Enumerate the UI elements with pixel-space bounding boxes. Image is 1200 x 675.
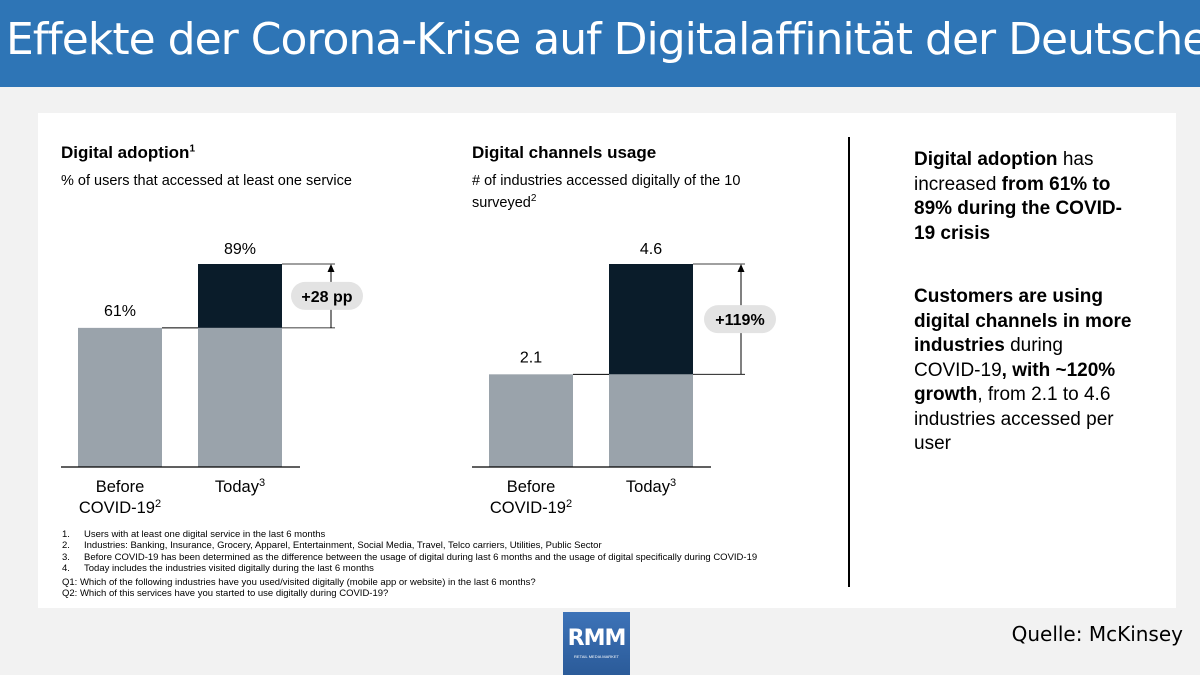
bar-today-increase: [609, 264, 693, 375]
delta-arrowhead: [327, 264, 335, 272]
footnote-text: Industries: Banking, Insurance, Grocery,…: [84, 540, 602, 552]
delta-pill: [704, 305, 776, 334]
footnote: 4. Today includes the industries visited …: [62, 563, 757, 574]
right-chart-subtitle-line2-wrap: surveyed2: [472, 190, 740, 212]
left-chart-title-sup: 1: [189, 143, 195, 155]
footnote-number: 4.: [62, 562, 70, 574]
left-chart-title-text: Digital adoption: [61, 143, 190, 162]
category-label: COVID-192: [79, 498, 161, 517]
survey-question: Q1: Which of the following industries ha…: [62, 577, 536, 589]
delta-pill: [291, 281, 363, 310]
category-sup: 2: [566, 498, 572, 510]
right-chart-subtitle-line1: # of industries accessed digitally of th…: [472, 173, 741, 189]
footnote: 1. Users with at least one digital servic…: [62, 529, 757, 540]
title-banner: Effekte der Corona-Krise auf Digitalaffi…: [0, 0, 1200, 87]
insight2-text1: during COVID-19: [914, 335, 1063, 381]
value-label: 2.1: [520, 349, 542, 366]
source-label: Quelle: McKinsey: [1011, 622, 1183, 646]
value-label: 61%: [104, 303, 136, 320]
footnote-number: 3.: [62, 551, 70, 563]
insight2-text2: , from 2.1 to 4.6 industries accessed pe…: [914, 384, 1114, 454]
right-chart-title: Digital channels usage: [472, 143, 657, 162]
survey-questions: Q1: Which of the following industries ha…: [62, 577, 757, 600]
category-label-text: COVID-19: [79, 499, 155, 517]
bar-today-increase: [198, 264, 282, 328]
bar-today-base: [609, 374, 693, 467]
category-label: COVID-192: [490, 498, 572, 517]
right-chart-subtitle-sup: 2: [530, 193, 537, 204]
right-chart-subtitle: # of industries accessed digitally of th…: [472, 172, 740, 212]
bar-today-base: [198, 327, 282, 467]
delta-label: +119%: [715, 312, 764, 329]
page-title: Effekte der Corona-Krise auf Digitalaffi…: [6, 14, 1200, 65]
key-insight-channels: Customers are using digital channels in …: [914, 285, 1134, 457]
insight1-bold1: Digital adoption: [914, 149, 1058, 170]
footnote: 3. Before COVID-19 has been determined as…: [62, 552, 757, 563]
value-label: 4.6: [640, 241, 662, 258]
footnote-text: Users with at least one digital service …: [84, 529, 326, 540]
category-label-text: Today: [215, 478, 260, 496]
footnote-number: 1.: [62, 529, 70, 540]
insight1-bold2: from 61% to 89% during the COVID-19 cris…: [914, 173, 1122, 244]
footnotes: 1. Users with at least one digital servic…: [62, 529, 757, 600]
logo-subtext: RETAIL MEDIA MARKET: [574, 654, 619, 659]
category-label-text: COVID-19: [490, 499, 566, 517]
insight1-text1: has increased: [914, 149, 1094, 195]
left-chart-title: Digital adoption1: [61, 143, 195, 163]
delta-label: +28 pp: [301, 289, 352, 306]
survey-question: Q2: Which of this services have you star…: [62, 588, 389, 600]
category-label: Today3: [215, 477, 265, 496]
bar-before: [489, 374, 573, 467]
category-sup: 2: [155, 498, 161, 510]
logo-text: RMM: [567, 626, 627, 651]
footnote: 2. Industries: Banking, Insurance, Grocer…: [62, 540, 757, 551]
bar-before: [78, 327, 162, 467]
category-label-text: Today: [626, 478, 671, 496]
left-chart-subtitle: % of users that accessed at least one se…: [61, 173, 352, 189]
right-chart-subtitle-line2: surveyed: [472, 194, 531, 211]
category-sup: 3: [259, 477, 265, 489]
footnote-text: Before COVID-19 has been determined as t…: [84, 551, 758, 563]
category-sup: 3: [670, 477, 676, 489]
footnote-text: Today includes the industries visited di…: [84, 562, 374, 574]
category-label: Today3: [626, 477, 676, 496]
footnote-number: 2.: [62, 540, 70, 552]
value-label: 89%: [224, 241, 256, 258]
delta-arrowhead: [737, 264, 745, 272]
rmm-logo: RMM RETAIL MEDIA MARKET: [563, 612, 630, 675]
category-label: Before: [507, 478, 556, 496]
vertical-divider: [848, 137, 850, 587]
insight2-bold2: , with ~120% growth: [914, 359, 1116, 406]
insight2-bold1: Customers are using digital channels in …: [914, 286, 1132, 356]
key-insight-adoption: Digital adoption has increased from 61% …: [914, 148, 1134, 246]
category-label: Before: [96, 478, 145, 496]
